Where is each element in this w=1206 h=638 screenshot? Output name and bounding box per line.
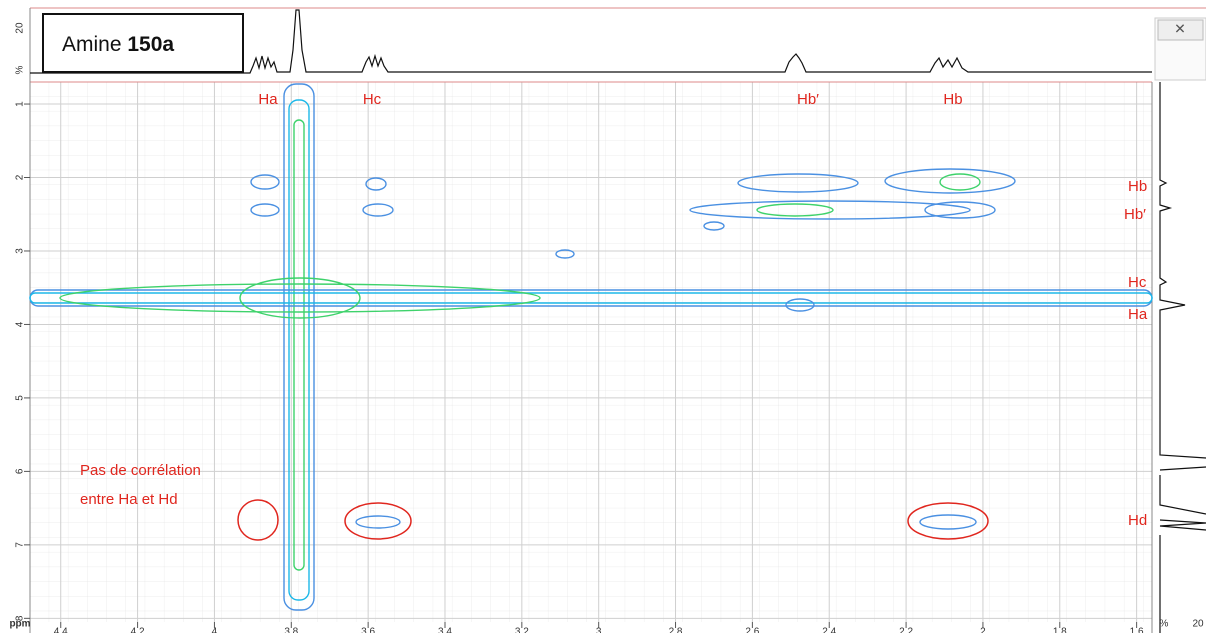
x-tick-label: 1.6 [1130,627,1144,633]
top-trace-tick: 20 [15,22,26,34]
x-tick-label: 2.8 [669,627,683,633]
top-trace-tick: % [15,65,26,74]
y-tick-label: 8 [15,615,26,621]
y-tick-label: 7 [15,542,26,548]
x-tick-label: 3.8 [284,627,298,633]
x-tick-label: 2.2 [899,627,913,633]
x-tick-label: 3.6 [361,627,375,633]
x-tick-label: 2.4 [822,627,836,633]
x-tick-label: 3.2 [515,627,529,633]
peak-label: Hb [943,91,962,108]
y-tick-label: 6 [15,468,26,474]
x-tick-label: 4.4 [54,627,68,633]
title-box [42,13,244,73]
close-button[interactable] [1157,19,1204,41]
x-tick-label: 3 [596,627,602,633]
y-tick-label: 2 [15,174,26,180]
side-label: Hd [1128,512,1147,529]
peak-label: Ha [258,91,278,108]
title-text: Amine [62,33,122,56]
y-tick-label: 5 [15,395,26,401]
title-bold: 150a [127,33,174,56]
x-tick-label: 1.8 [1053,627,1067,633]
close-icon: ✕ [1174,21,1186,37]
x-tick-label: 4.2 [131,627,145,633]
x-tick-label: 2 [980,627,986,633]
side-label: Hc [1128,274,1147,291]
y-tick-label: 1 [15,101,26,107]
grid [30,82,1152,622]
highlight-circles [237,499,989,541]
side-label: Ha [1128,306,1148,323]
right-trace-tick: 20 [1192,619,1204,630]
x-tick-label: 3.4 [438,627,452,633]
right-trace-tick: % [1160,619,1169,630]
x-tick-label: 2.6 [745,627,759,633]
minor-grid [30,82,1152,622]
contours [29,83,1153,611]
side-label: Hb′ [1124,206,1146,223]
annotation: Pas de corrélation [80,462,201,479]
top-trace [30,9,1152,74]
peak-label: Hc [363,91,382,108]
right-trace [1159,82,1206,633]
side-label: Hb [1128,178,1147,195]
x-unit-label: ppm [9,619,30,630]
annotation: entre Ha et Hd [80,491,178,508]
chart-title: Amine 150a [62,33,174,56]
peak-label: Hb′ [797,91,819,108]
x-tick-label: 4 [212,627,218,633]
y-tick-label: 3 [15,248,26,254]
y-tick-label: 4 [15,321,26,327]
